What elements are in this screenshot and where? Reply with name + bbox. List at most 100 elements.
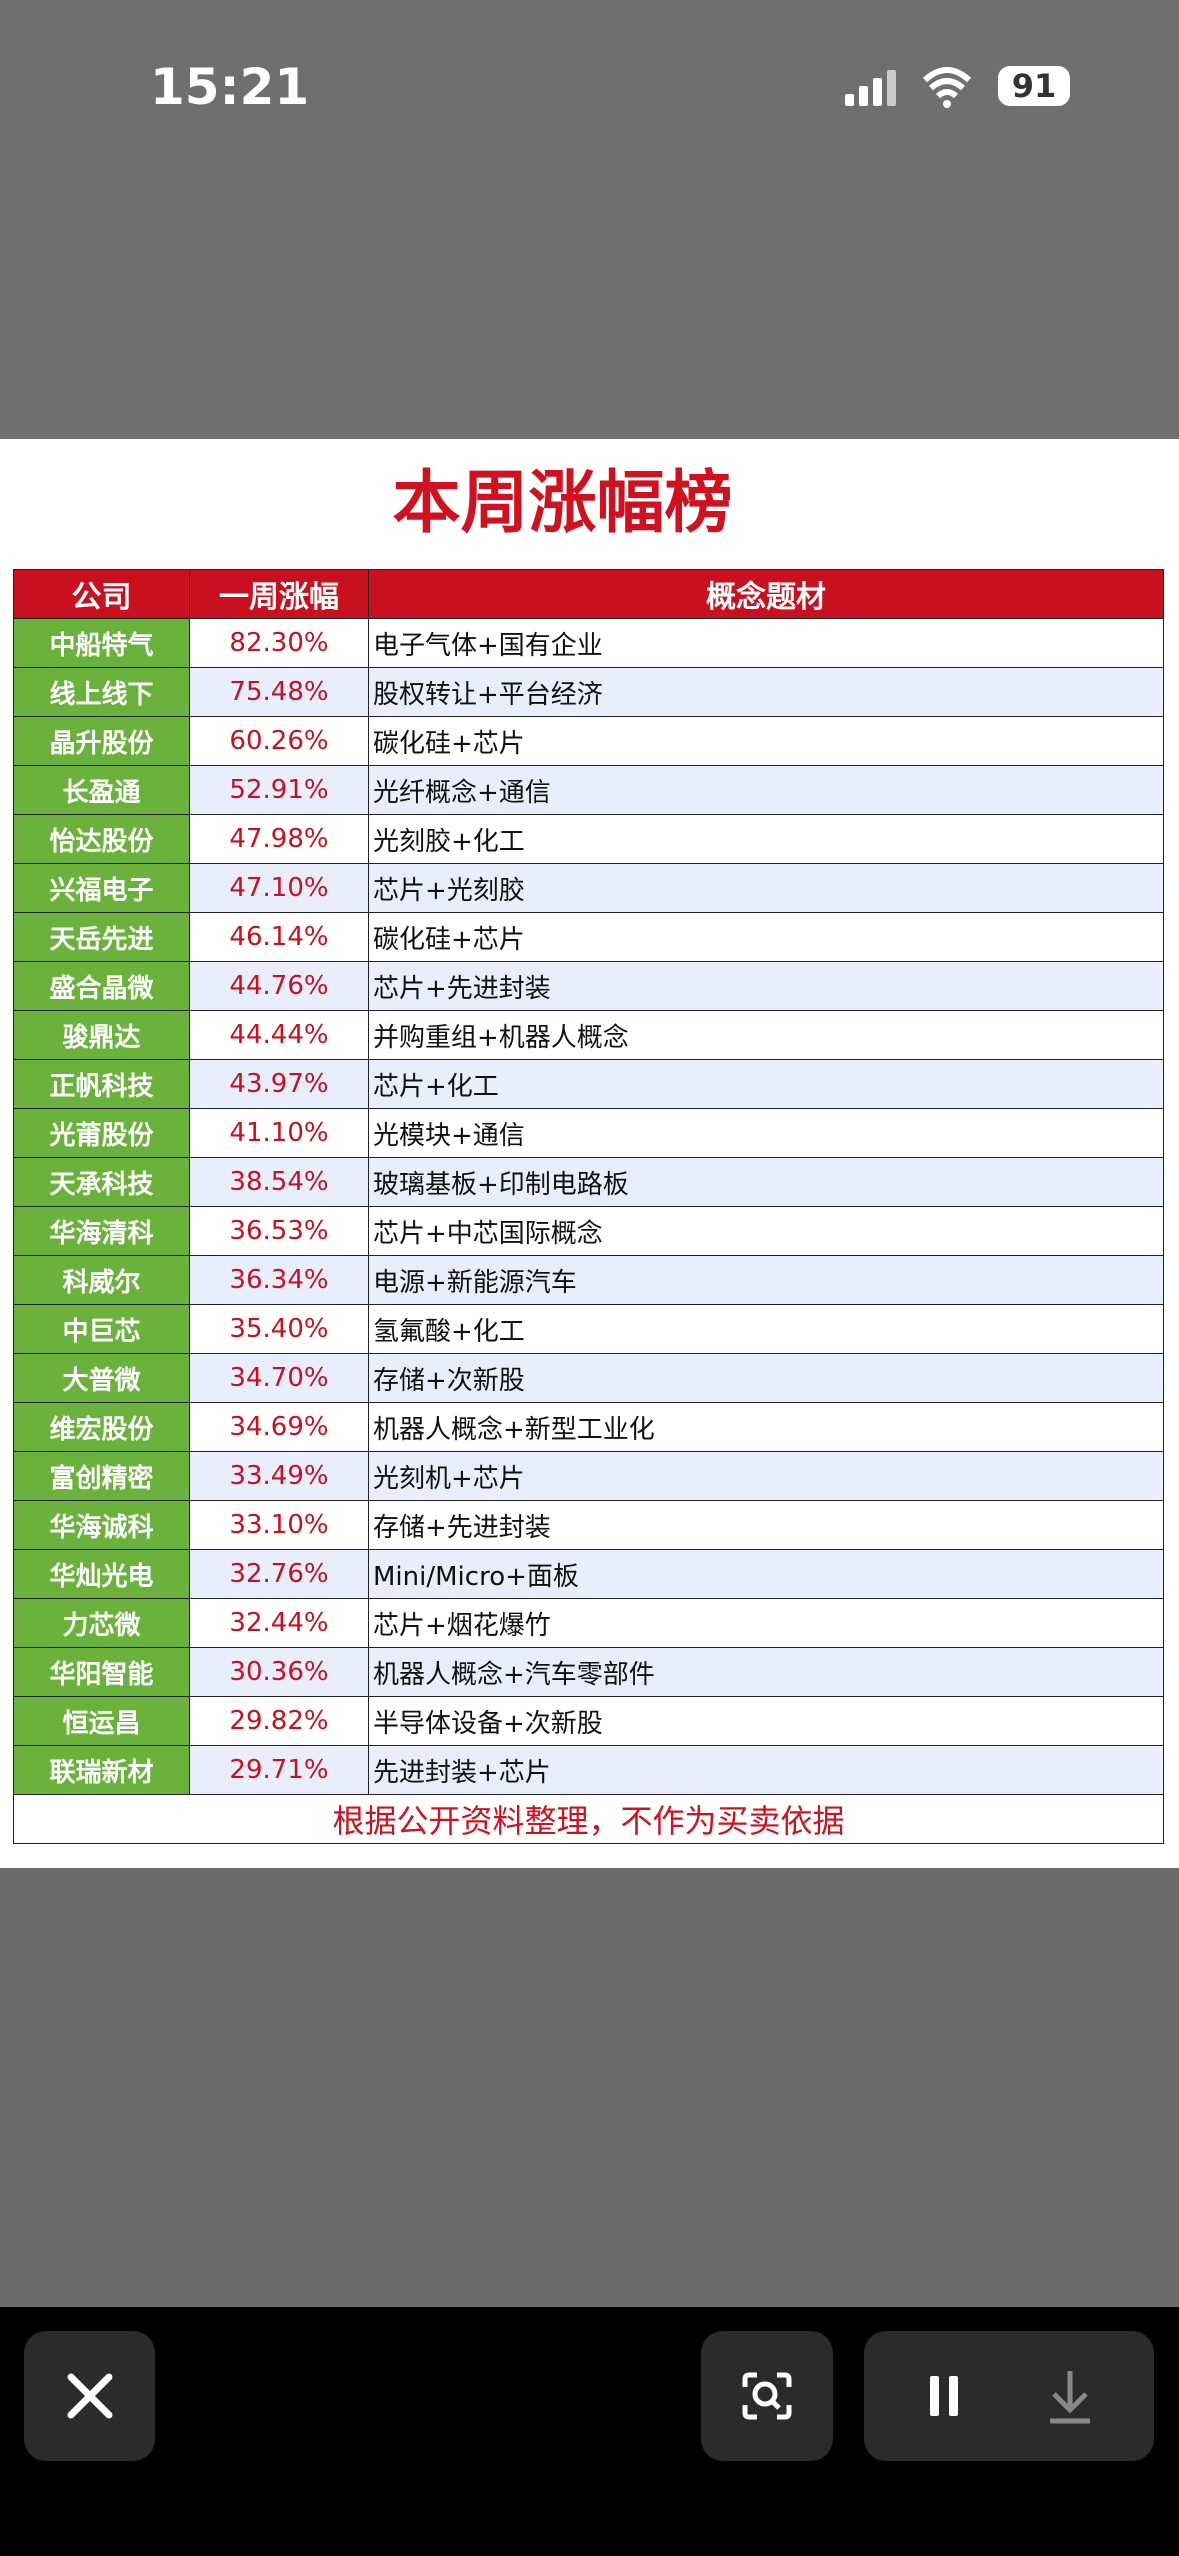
concept: 电源+新能源汽车: [368, 1255, 1164, 1305]
concept: 玻璃基板+印制电路板: [368, 1157, 1164, 1207]
column-header: 公司: [13, 569, 190, 619]
weekly-gain: 41.10%: [189, 1108, 369, 1158]
concept: 氢氟酸+化工: [368, 1304, 1164, 1354]
concept: 股权转让+平台经济: [368, 667, 1164, 717]
media-controls: [864, 2331, 1154, 2461]
concept: 机器人概念+新型工业化: [368, 1402, 1164, 1452]
weekly-gain: 34.69%: [189, 1402, 369, 1452]
table-row: 天岳先进 46.14% 碳化硅+芯片: [13, 912, 1164, 962]
close-button[interactable]: [24, 2331, 155, 2461]
concept: 芯片+光刻胶: [368, 863, 1164, 913]
signal-wifi: [845, 67, 972, 108]
weekly-gain: 29.82%: [189, 1696, 369, 1746]
weekly-gain: 33.10%: [189, 1500, 369, 1550]
concept: 半导体设备+次新股: [368, 1696, 1164, 1746]
company: 兴福电子: [13, 863, 190, 913]
footer-row: 根据公开资料整理，不作为买卖依据: [13, 1794, 1164, 1844]
company: 骏鼎达: [13, 1010, 190, 1060]
company: 正帆科技: [13, 1059, 190, 1109]
table-row: 科威尔 36.34% 电源+新能源汽车: [13, 1255, 1164, 1305]
table-row: 中巨芯 35.40% 氢氟酸+化工: [13, 1304, 1164, 1354]
weekly-gain: 30.36%: [189, 1647, 369, 1697]
company: 恒运昌: [13, 1696, 190, 1746]
company: 怡达股份: [13, 814, 190, 864]
concept: 光刻机+芯片: [368, 1451, 1164, 1501]
table-row: 华阳智能 30.36% 机器人概念+汽车零部件: [13, 1647, 1164, 1697]
concept: 机器人概念+汽车零部件: [368, 1647, 1164, 1697]
weekly-gain: 82.30%: [189, 618, 369, 668]
company: 富创精密: [13, 1451, 190, 1501]
company: 联瑞新材: [13, 1745, 190, 1795]
company: 光莆股份: [13, 1108, 190, 1158]
ranking-table: 公司 一周涨幅 概念题材 中船特气 82.30% 电子气体+国有企业 线上线下 75.48%…: [13, 569, 1164, 1844]
company: 维宏股份: [13, 1402, 190, 1452]
company: 华灿光电: [13, 1549, 190, 1599]
status-time: 15:21: [150, 58, 310, 116]
table-row: 长盈通 52.91% 光纤概念+通信: [13, 765, 1164, 815]
company: 力芯微: [13, 1598, 190, 1648]
image-content: 本周涨幅榜 公司 一周涨幅 概念题材 中船特气 82.30% 电子气体+国有企业 线上线下…: [0, 439, 1179, 1868]
concept: 碳化硅+芯片: [368, 716, 1164, 766]
concept: 光模块+通信: [368, 1108, 1164, 1158]
column-header: 一周涨幅: [189, 569, 369, 619]
table-row: 晶升股份 60.26% 碳化硅+芯片: [13, 716, 1164, 766]
status-area: 15:21 91: [0, 0, 1179, 439]
table-row: 维宏股份 34.69% 机器人概念+新型工业化: [13, 1402, 1164, 1452]
concept: 先进封装+芯片: [368, 1745, 1164, 1795]
weekly-gain: 60.26%: [189, 716, 369, 766]
concept: 并购重组+机器人概念: [368, 1010, 1164, 1060]
concept: 光刻胶+化工: [368, 814, 1164, 864]
download-button[interactable]: [1050, 2371, 1090, 2424]
concept: 芯片+先进封装: [368, 961, 1164, 1011]
pause-button[interactable]: [930, 2376, 939, 2416]
table-row: 富创精密 33.49% 光刻机+芯片: [13, 1451, 1164, 1501]
weekly-gain: 36.34%: [189, 1255, 369, 1305]
table-row: 联瑞新材 29.71% 先进封装+芯片: [13, 1745, 1164, 1795]
table-row: 盛合晶微 44.76% 芯片+先进封装: [13, 961, 1164, 1011]
company: 大普微: [13, 1353, 190, 1403]
weekly-gain: 44.44%: [189, 1010, 369, 1060]
lens-button[interactable]: [701, 2331, 833, 2461]
weekly-gain: 43.97%: [189, 1059, 369, 1109]
company: 华海清科: [13, 1206, 190, 1256]
table-row: 华海清科 36.53% 芯片+中芯国际概念: [13, 1206, 1164, 1256]
weekly-gain: 33.49%: [189, 1451, 369, 1501]
table-row: 中船特气 82.30% 电子气体+国有企业: [13, 618, 1164, 668]
weekly-gain: 29.71%: [189, 1745, 369, 1795]
weekly-gain: 38.54%: [189, 1157, 369, 1207]
weekly-gain: 46.14%: [189, 912, 369, 962]
table-row: 力芯微 32.44% 芯片+烟花爆竹: [13, 1598, 1164, 1648]
table-row: 兴福电子 47.10% 芯片+光刻胶: [13, 863, 1164, 913]
company: 中巨芯: [13, 1304, 190, 1354]
weekly-gain: 32.44%: [189, 1598, 369, 1648]
weekly-gain: 47.10%: [189, 863, 369, 913]
battery: 91: [998, 66, 1070, 106]
footer-note: 根据公开资料整理，不作为买卖依据: [13, 1794, 1164, 1844]
company: 中船特气: [13, 618, 190, 668]
weekly-gain: 52.91%: [189, 765, 369, 815]
table-row: 恒运昌 29.82% 半导体设备+次新股: [13, 1696, 1164, 1746]
concept: 光纤概念+通信: [368, 765, 1164, 815]
weekly-gain: 32.76%: [189, 1549, 369, 1599]
weekly-gain: 47.98%: [189, 814, 369, 864]
weekly-gain: 75.48%: [189, 667, 369, 717]
table-row: 骏鼎达 44.44% 并购重组+机器人概念: [13, 1010, 1164, 1060]
company: 科威尔: [13, 1255, 190, 1305]
header-row: 公司 一周涨幅 概念题材: [13, 569, 1164, 619]
table-row: 大普微 34.70% 存储+次新股: [13, 1353, 1164, 1403]
column-header: 概念题材: [368, 569, 1164, 619]
company: 盛合晶微: [13, 961, 190, 1011]
weekly-gain: 35.40%: [189, 1304, 369, 1354]
weekly-gain: 36.53%: [189, 1206, 369, 1256]
company: 天岳先进: [13, 912, 190, 962]
table-row: 光莆股份 41.10% 光模块+通信: [13, 1108, 1164, 1158]
concept: 存储+先进封装: [368, 1500, 1164, 1550]
company: 天承科技: [13, 1157, 190, 1207]
table-row: 正帆科技 43.97% 芯片+化工: [13, 1059, 1164, 1109]
company: 华海诚科: [13, 1500, 190, 1550]
company: 长盈通: [13, 765, 190, 815]
table-row: 线上线下 75.48% 股权转让+平台经济: [13, 667, 1164, 717]
company: 华阳智能: [13, 1647, 190, 1697]
company: 线上线下: [13, 667, 190, 717]
